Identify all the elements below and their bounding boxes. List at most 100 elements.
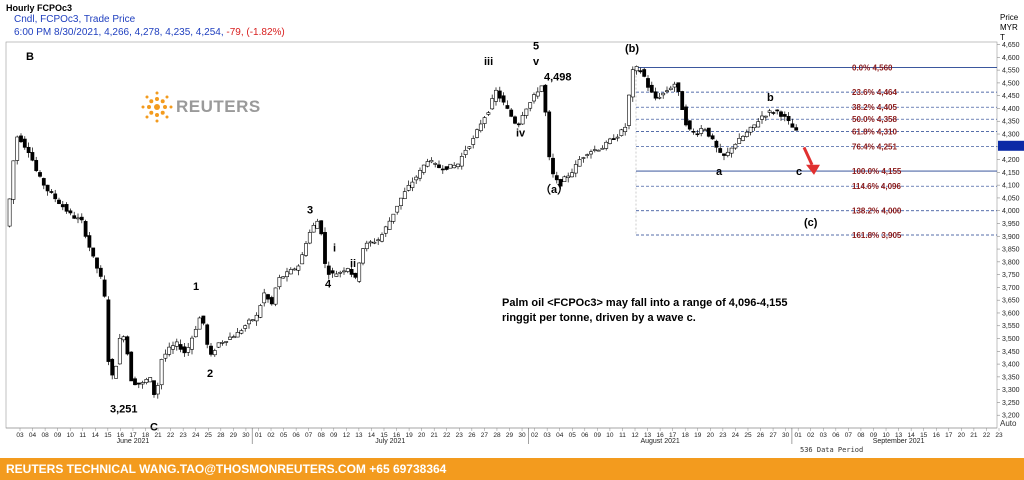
- x-tick-label: 18: [682, 432, 690, 439]
- candle-body: [520, 115, 525, 125]
- candle-body: [330, 270, 335, 274]
- candle-body: [129, 351, 134, 382]
- candle-body: [752, 124, 757, 129]
- y-tick-label: 4,100: [1002, 183, 1020, 190]
- y-tick-label: 4,150: [1002, 170, 1020, 177]
- y-tick-label: 4,650: [1002, 42, 1020, 49]
- candle-body: [380, 234, 384, 242]
- fib-level-label: 50.0% 4,358: [852, 115, 897, 124]
- fib-level-label: 38.2% 4,405: [852, 103, 897, 112]
- candle-body: [11, 160, 16, 200]
- candle-body: [547, 111, 552, 158]
- candle-body: [209, 345, 213, 355]
- y-tick-label: 3,900: [1002, 234, 1020, 241]
- candle-body: [756, 121, 761, 128]
- x-tick-label: 29: [230, 432, 238, 439]
- x-tick-label: 11: [619, 432, 626, 439]
- wave-label: v: [533, 56, 540, 68]
- x-tick-label: 10: [67, 432, 75, 439]
- y-tick-label: 4,200: [1002, 157, 1020, 164]
- candle-body: [148, 377, 153, 383]
- candle-body: [15, 136, 20, 161]
- ohlc-line: 6:00 PM 8/30/2021, 4,266, 4,278, 4,235, …: [14, 27, 285, 38]
- candle-body: [554, 175, 559, 181]
- price-axis-header-currency: MYR: [1000, 23, 1018, 32]
- candle-body: [566, 175, 571, 179]
- candle-body: [68, 210, 73, 214]
- x-tick-label: 02: [531, 432, 539, 439]
- candle-body: [376, 239, 381, 242]
- fib-level-label: 0.0% 4,560: [852, 64, 893, 73]
- month-label: June 2021: [117, 438, 150, 445]
- candle-body: [672, 83, 677, 88]
- candle-body: [288, 269, 293, 275]
- candle-body: [710, 135, 715, 140]
- forecast-arrow-shaft: [802, 146, 814, 166]
- candle-body: [505, 105, 510, 109]
- candle-body: [729, 147, 734, 154]
- candle-body: [706, 127, 711, 137]
- price-axis[interactable]: 3,200 3,250 3,300 3,350 3,400 3,450 3,500 3,550…: [997, 42, 1024, 420]
- wave-label: a: [716, 166, 723, 178]
- candle-body: [482, 117, 487, 124]
- y-tick-label: 3,550: [1002, 323, 1020, 330]
- x-tick-label: 27: [769, 432, 777, 439]
- candle-body: [106, 299, 111, 362]
- wave-label: 2: [207, 368, 213, 380]
- x-tick-label: 03: [544, 432, 552, 439]
- y-tick-label: 4,350: [1002, 119, 1020, 126]
- x-tick-label: 05: [569, 432, 577, 439]
- x-tick-label: 04: [556, 432, 564, 439]
- instrument-line: Cndl, FCPOc3, Trade Price: [14, 14, 136, 25]
- candle-body: [91, 247, 96, 257]
- x-tick-label: 04: [29, 432, 37, 439]
- y-tick-label: 4,000: [1002, 208, 1020, 215]
- x-tick-label: 26: [468, 432, 476, 439]
- candle-body: [699, 128, 704, 134]
- x-tick-label: 16: [656, 432, 664, 439]
- x-tick-label: 13: [644, 432, 652, 439]
- candle-body: [338, 271, 343, 274]
- x-tick-label: 12: [631, 432, 639, 439]
- candle-body: [558, 179, 563, 187]
- candle-body: [779, 111, 783, 117]
- fib-level-label: 114.6% 4,096: [852, 182, 901, 191]
- candle-body: [269, 297, 274, 305]
- candle-body: [467, 146, 472, 149]
- candle-body: [186, 347, 191, 353]
- x-tick-label: 16: [393, 432, 401, 439]
- candle-body: [676, 82, 681, 92]
- data-period-label: 536 Data Period: [800, 446, 864, 454]
- candle-body: [585, 154, 590, 156]
- time-axis[interactable]: 03 04 08 09 10 11 14 15 16 17 18 21 22 23 24 25 28 29 30 01…: [6, 427, 1003, 445]
- candle-body: [429, 160, 434, 163]
- candle-body: [349, 269, 354, 275]
- candle-body: [133, 378, 137, 386]
- candle-body: [615, 136, 620, 139]
- x-tick-label: 27: [481, 432, 489, 439]
- x-tick-label: 18: [142, 432, 150, 439]
- x-tick-label: 01: [255, 432, 263, 439]
- candle-body: [342, 270, 346, 273]
- wave-label: (c): [804, 217, 818, 229]
- fib-level-label: 100.0% 4,155: [852, 167, 902, 176]
- candle-body: [76, 217, 80, 220]
- price-axis-header-unit: T: [1000, 33, 1005, 42]
- candle-body: [748, 126, 753, 133]
- footer-contact: REUTERS TECHNICAL WANG.TAO@THOSMONREUTER…: [6, 462, 447, 476]
- price-chart: 0.0% 4,560 23.6% 4,464 38.2% 4,405 50.0% 4,…: [5, 41, 1024, 445]
- candle-body: [30, 152, 35, 161]
- candle-body: [383, 226, 388, 234]
- candle-body: [296, 265, 301, 271]
- candle-body: [262, 292, 267, 304]
- candle-body: [307, 232, 312, 244]
- y-tick-label: 3,400: [1002, 362, 1020, 369]
- x-tick-label: 28: [493, 432, 501, 439]
- candle-body: [38, 172, 42, 177]
- candle-body: [167, 346, 172, 355]
- auto-scale-button[interactable]: Auto: [1000, 419, 1017, 428]
- price-change: -79, (-1.82%): [226, 27, 285, 38]
- candle-body: [53, 193, 58, 200]
- ohlc-values: 6:00 PM 8/30/2021, 4,266, 4,278, 4,235, …: [14, 27, 224, 38]
- forecast-arrow-head: [806, 164, 820, 175]
